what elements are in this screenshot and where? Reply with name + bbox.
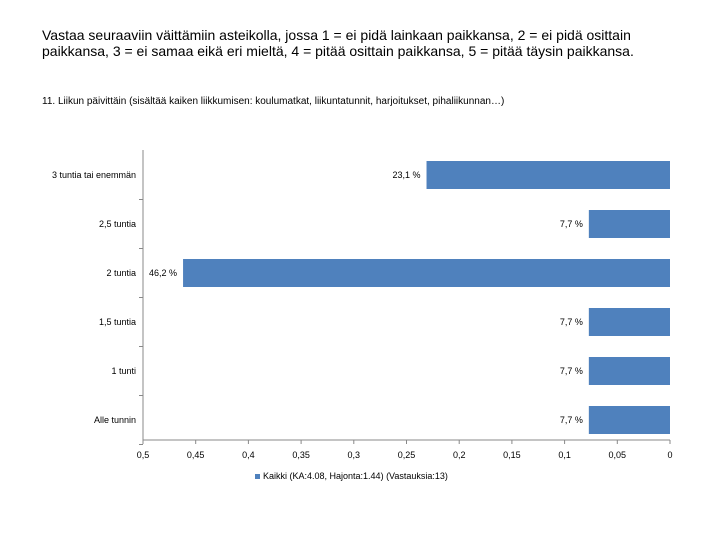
category-label: 3 tuntia tai enemmän — [52, 170, 136, 180]
value-label: 23,1 % — [392, 170, 420, 180]
x-tick-label: 0,5 — [137, 450, 150, 460]
value-label: 46,2 % — [149, 268, 177, 278]
x-tick-label: 0,4 — [242, 450, 255, 460]
x-tick-label: 0,25 — [398, 450, 416, 460]
category-label: 1 tunti — [111, 366, 136, 376]
bar-1 — [426, 161, 670, 189]
category-label: Alle tunnin — [94, 415, 136, 425]
category-label: 2,5 tuntia — [99, 219, 136, 229]
bar-2 — [588, 210, 670, 238]
value-label: 7,7 % — [560, 219, 583, 229]
category-label: 1,5 tuntia — [99, 317, 136, 327]
bar-3 — [183, 259, 670, 287]
x-tick-label: 0,05 — [609, 450, 627, 460]
value-label: 7,7 % — [560, 415, 583, 425]
bar-5 — [588, 357, 670, 385]
legend-swatch — [255, 473, 260, 479]
value-label: 7,7 % — [560, 366, 583, 376]
x-tick-label: 0,35 — [292, 450, 310, 460]
bar-6 — [588, 406, 670, 434]
value-label: 7,7 % — [560, 317, 583, 327]
chart-title: Vastaa seuraaviin väittämiin asteikolla,… — [42, 27, 634, 59]
x-tick-label: 0 — [667, 450, 672, 460]
question-text: 11. Liikun päivittäin (sisältää kaiken l… — [42, 96, 505, 107]
legend: Kaikki (KA:4.08, Hajonta:1.44) (Vastauks… — [255, 471, 448, 481]
x-tick-label: 0,1 — [558, 450, 571, 460]
x-tick-label: 0,3 — [348, 450, 361, 460]
legend-label: Kaikki (KA:4.08, Hajonta:1.44) (Vastauks… — [263, 471, 448, 481]
category-label: 2 tuntia — [106, 268, 136, 278]
x-tick-label: 0,15 — [503, 450, 521, 460]
x-tick-label: 0,45 — [187, 450, 205, 460]
bar-4 — [588, 308, 670, 336]
x-tick-label: 0,2 — [453, 450, 466, 460]
